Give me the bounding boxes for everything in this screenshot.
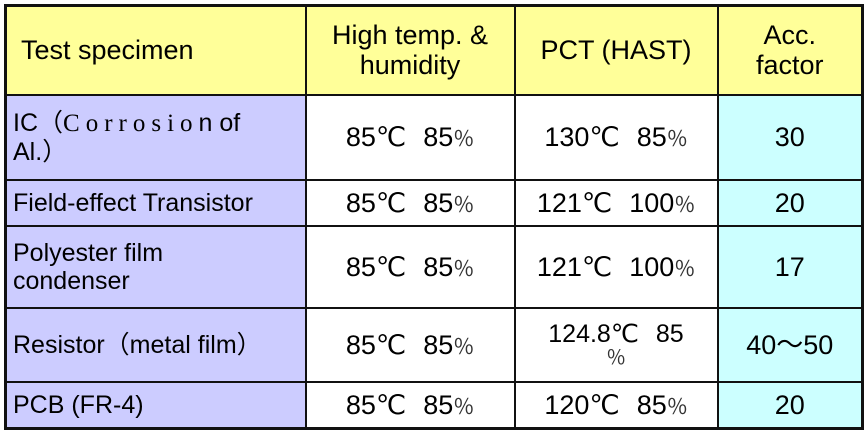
- column-header-high-temp-humidity-line1: High temp. &: [331, 20, 489, 51]
- acceleration-factor-table: Test specimen High temp. & humidity PCT …: [4, 4, 864, 430]
- cell-acc-factor: 30: [716, 93, 864, 182]
- acceleration-factor-table-container: Test specimen High temp. & humidity PCT …: [4, 4, 864, 430]
- value-humidity-unit: ％: [666, 128, 688, 152]
- value-temperature: 85℃: [345, 187, 407, 218]
- value-humidity-unit: ％: [674, 258, 696, 282]
- table-row: Resistor（metal film） 85℃ 85％ 124.8℃ 85 ％ 40…: [4, 307, 864, 383]
- cell-high-temp-humidity: 85℃ 85％: [304, 380, 516, 430]
- value-temperature: 121℃: [536, 252, 613, 283]
- value-temperature: 124.8℃: [548, 320, 639, 349]
- specimen-ic-spaced-text: Corrosio: [63, 109, 199, 137]
- table-row: PCB (FR-4) 85℃ 85％ 120℃ 85％ 20: [4, 380, 864, 430]
- cell-acc-factor: 20: [716, 380, 864, 430]
- cell-high-temp-humidity: 85℃ 85％: [304, 224, 516, 310]
- table-row: IC（Corrosion of Al.） 85℃ 85％ 130℃ 85％ 30: [4, 93, 864, 182]
- value-humidity-unit: ％: [453, 128, 475, 152]
- value-humidity: 85: [655, 320, 684, 349]
- cell-high-temp-humidity: 85℃ 85％: [304, 93, 516, 182]
- value-temperature: 130℃: [544, 122, 620, 153]
- specimen-ic-open-paren: （: [38, 109, 64, 137]
- value-humidity: 85: [423, 389, 454, 420]
- value-temperature: 85℃: [345, 252, 407, 283]
- value-temperature: 120℃: [544, 389, 620, 420]
- cell-acc-factor: 40〜50: [716, 307, 864, 383]
- table-row: Field-effect Transistor 85℃ 85％ 121℃ 100％ …: [4, 179, 864, 227]
- value-humidity: 85: [423, 122, 454, 153]
- value-humidity: 85: [636, 389, 667, 420]
- value-temperature: 85℃: [345, 330, 407, 361]
- value-temperature: 85℃: [345, 122, 407, 153]
- column-header-high-temp-humidity: High temp. & humidity: [304, 4, 516, 96]
- cell-test-specimen: PCB (FR-4): [4, 380, 307, 430]
- column-header-acc-factor: Acc. factor: [716, 4, 864, 96]
- value-humidity-unit: ％: [606, 347, 626, 370]
- specimen-line1: Polyester film: [13, 239, 164, 268]
- cell-test-specimen: IC（Corrosion of Al.）: [4, 93, 307, 182]
- value-humidity: 85: [636, 122, 667, 153]
- value-humidity: 100: [629, 187, 675, 218]
- value-temperature: 85℃: [345, 389, 407, 420]
- cell-pct-hast: 124.8℃ 85 ％: [513, 307, 719, 383]
- specimen-ic-close-paren: ）: [42, 138, 68, 166]
- column-header-acc-factor-line1: Acc.: [763, 20, 816, 51]
- value-humidity-unit: ％: [453, 336, 475, 360]
- value-humidity: 85: [423, 330, 454, 361]
- cell-test-specimen: Polyester film condenser: [4, 224, 307, 310]
- value-humidity-unit: ％: [453, 258, 475, 282]
- cell-pct-hast: 120℃ 85％: [513, 380, 719, 430]
- column-header-pct-hast: PCT (HAST): [513, 4, 719, 96]
- value-humidity: 85: [423, 187, 454, 218]
- table-header-row: Test specimen High temp. & humidity PCT …: [4, 4, 864, 96]
- value-humidity-unit: ％: [666, 395, 688, 419]
- specimen-text-ic: IC（Corrosion of Al.）: [13, 108, 241, 166]
- specimen-ic-prefix: IC: [13, 108, 38, 137]
- cell-pct-hast: 130℃ 85％: [513, 93, 719, 182]
- column-header-test-specimen: Test specimen: [4, 4, 307, 96]
- value-humidity-unit: ％: [453, 395, 475, 419]
- cell-pct-hast: 121℃ 100％: [513, 179, 719, 227]
- cell-pct-hast: 121℃ 100％: [513, 224, 719, 310]
- cell-high-temp-humidity: 85℃ 85％: [304, 307, 516, 383]
- value-humidity-unit: ％: [674, 193, 696, 217]
- table-row: Polyester film condenser 85℃ 85％ 121℃ 100％…: [4, 224, 864, 310]
- cell-test-specimen: Field-effect Transistor: [4, 179, 307, 227]
- value-humidity: 100: [629, 252, 675, 283]
- column-header-acc-factor-line2: factor: [755, 50, 824, 81]
- value-humidity: 85: [423, 252, 454, 283]
- value-humidity-unit: ％: [453, 193, 475, 217]
- cell-test-specimen: Resistor（metal film）: [4, 307, 307, 383]
- specimen-ic-rest-text: n of Al.: [13, 108, 241, 166]
- cell-acc-factor: 17: [716, 224, 864, 310]
- cell-acc-factor: 20: [716, 179, 864, 227]
- specimen-line2: condenser: [13, 267, 130, 296]
- column-header-high-temp-humidity-line2: humidity: [359, 50, 461, 81]
- cell-high-temp-humidity: 85℃ 85％: [304, 179, 516, 227]
- value-temperature: 121℃: [536, 187, 613, 218]
